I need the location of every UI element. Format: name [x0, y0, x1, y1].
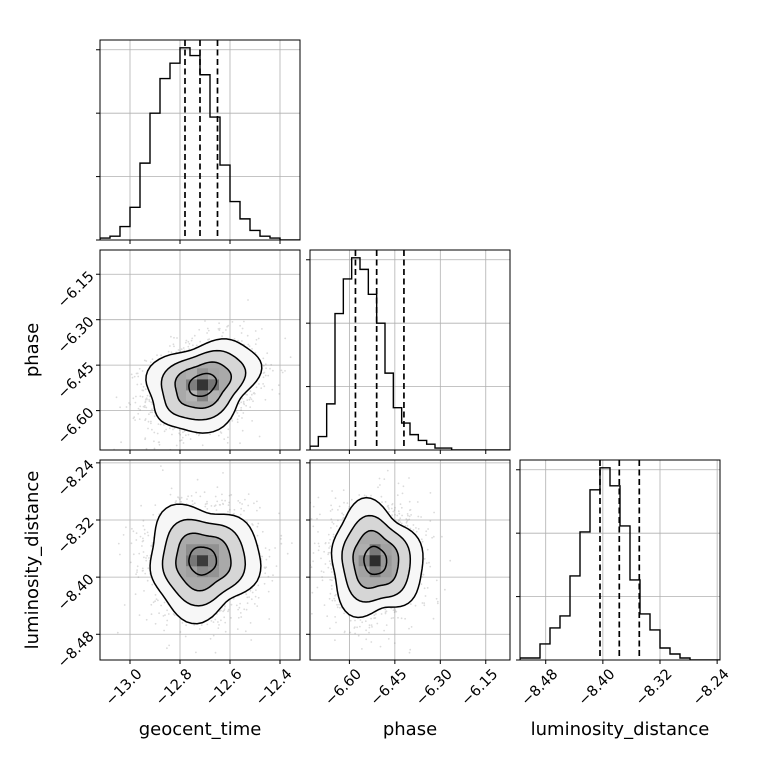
density-cell [208, 368, 219, 380]
contour-line [175, 532, 232, 592]
histogram-step [310, 257, 510, 450]
x-tick-label-luminosity_distance: −8.32 [633, 666, 676, 709]
y-tick-label-phase: −6.60 [55, 405, 98, 448]
contour-line [174, 361, 233, 409]
density-cell [208, 566, 219, 578]
y-tick-label-luminosity_distance: −8.24 [55, 457, 98, 500]
scatter-panel-geocent_time-luminosity_distance [96, 459, 301, 664]
x-tick-label-luminosity_distance: −8.48 [519, 666, 562, 709]
density-cell [208, 555, 219, 567]
density-cell [186, 555, 197, 567]
density-cell [186, 390, 197, 402]
y-tick-label-luminosity_distance: −8.40 [55, 571, 98, 614]
contour-line [363, 545, 388, 576]
density-cell [186, 544, 197, 556]
x-tick-label-geocent_time: −12.6 [203, 666, 246, 709]
y-tick-label-phase: −6.15 [55, 269, 98, 312]
density-cell [197, 379, 208, 391]
histogram-step [100, 47, 300, 240]
density-cell [197, 566, 208, 578]
x-tick-label-geocent_time: −13.0 [103, 666, 146, 709]
panel-content [310, 469, 452, 654]
density-cell [369, 544, 381, 556]
x-tick-label-geocent_time: −12.4 [253, 666, 296, 709]
x-tick-label-phase: −6.45 [368, 666, 411, 709]
histogram-panel-phase [306, 249, 511, 454]
x-tick-label-luminosity_distance: −8.24 [690, 666, 733, 709]
density-cell [186, 368, 197, 380]
density-cell [208, 379, 219, 391]
histogram-panel-luminosity_distance [516, 459, 721, 664]
panel-content [116, 465, 293, 654]
x-tick-label-geocent_time: −12.8 [153, 666, 196, 709]
contour-line [160, 349, 247, 421]
panel-frame [309, 459, 511, 661]
density-cell [380, 566, 392, 578]
density-cell [197, 555, 208, 567]
panel-frame [99, 39, 301, 241]
density-cell [197, 544, 208, 556]
contour-line [188, 546, 218, 576]
x-tick-label-luminosity_distance: −8.40 [576, 666, 619, 709]
density-cell [369, 555, 381, 567]
x-tick-label-phase: −6.15 [459, 666, 502, 709]
panel-frame [309, 249, 511, 451]
density-cell [208, 544, 219, 556]
contour-line [161, 518, 247, 607]
x-axis-title-phase: phase [383, 719, 437, 740]
density-cell [380, 544, 392, 556]
density-cell [186, 379, 197, 391]
scatter-panel-geocent_time-phase [96, 249, 301, 454]
y-tick-label-phase: −6.45 [55, 359, 98, 402]
panel-frame [99, 459, 301, 661]
y-tick-label-phase: −6.30 [55, 314, 98, 357]
panel-frame [519, 459, 721, 661]
x-tick-label-phase: −6.30 [413, 666, 456, 709]
y-axis-title-luminosity_distance: luminosity_distance [22, 471, 43, 650]
density-cell [358, 566, 370, 578]
y-axis-title-phase: phase [22, 323, 43, 377]
density-cell [208, 390, 219, 402]
histogram-step [520, 467, 720, 660]
panel-content [113, 299, 292, 450]
contour-line [330, 496, 424, 619]
scatter-panel-phase-luminosity_distance [306, 459, 511, 664]
density-cell [369, 566, 381, 578]
contour-line [145, 338, 263, 434]
histogram-panel-geocent_time [96, 39, 301, 244]
contour-line [352, 529, 400, 589]
x-tick-label-phase: −6.60 [322, 666, 365, 709]
y-tick-label-luminosity_distance: −8.48 [55, 629, 98, 672]
density-cell [186, 566, 197, 578]
y-tick-label-luminosity_distance: −8.32 [55, 514, 98, 557]
contour-line [149, 503, 262, 625]
panel-frame [99, 249, 301, 451]
contour-line [188, 372, 218, 398]
density-cell [358, 544, 370, 556]
x-axis-title-luminosity_distance: luminosity_distance [531, 719, 710, 740]
contour-line [341, 514, 412, 603]
x-axis-title-geocent_time: geocent_time [139, 719, 262, 740]
